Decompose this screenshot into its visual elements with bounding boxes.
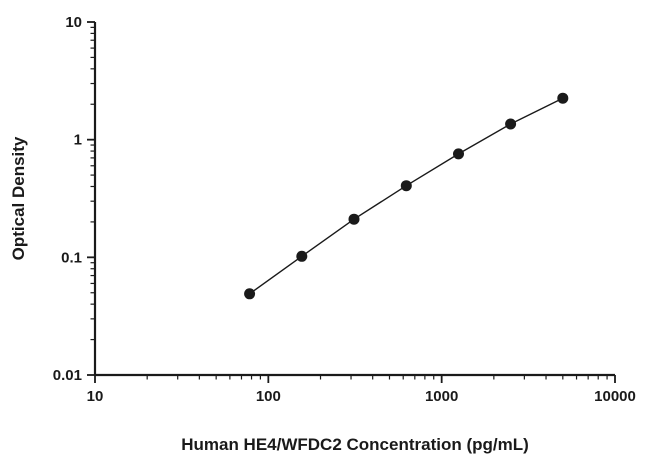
data-point bbox=[453, 148, 464, 160]
data-point bbox=[400, 180, 412, 192]
x-tick-label: 10000 bbox=[594, 388, 636, 405]
data-point bbox=[557, 92, 569, 104]
y-tick-label: 0.1 bbox=[61, 249, 82, 266]
x-tick-label: 10 bbox=[87, 388, 104, 405]
y-tick-label: 10 bbox=[65, 14, 82, 31]
data-series-layer bbox=[244, 92, 569, 300]
x-axis-title: Human HE4/WFDC2 Concentration (pg/mL) bbox=[181, 435, 529, 454]
data-point bbox=[296, 250, 308, 262]
y-tick-label: 1 bbox=[74, 132, 82, 149]
axes-layer bbox=[93, 22, 615, 377]
y-tick-label: 0.01 bbox=[53, 367, 82, 384]
y-axis-title: Optical Density bbox=[9, 136, 28, 260]
axis-ticks-layer: 10 100 1000 10000 0.01 0.1 1 10 bbox=[53, 14, 636, 405]
x-tick-label: 1000 bbox=[425, 388, 458, 405]
data-point bbox=[244, 288, 256, 300]
curve-line bbox=[249, 97, 564, 295]
x-tick-label: 100 bbox=[256, 388, 281, 405]
data-point bbox=[348, 213, 360, 225]
data-point bbox=[505, 118, 517, 130]
